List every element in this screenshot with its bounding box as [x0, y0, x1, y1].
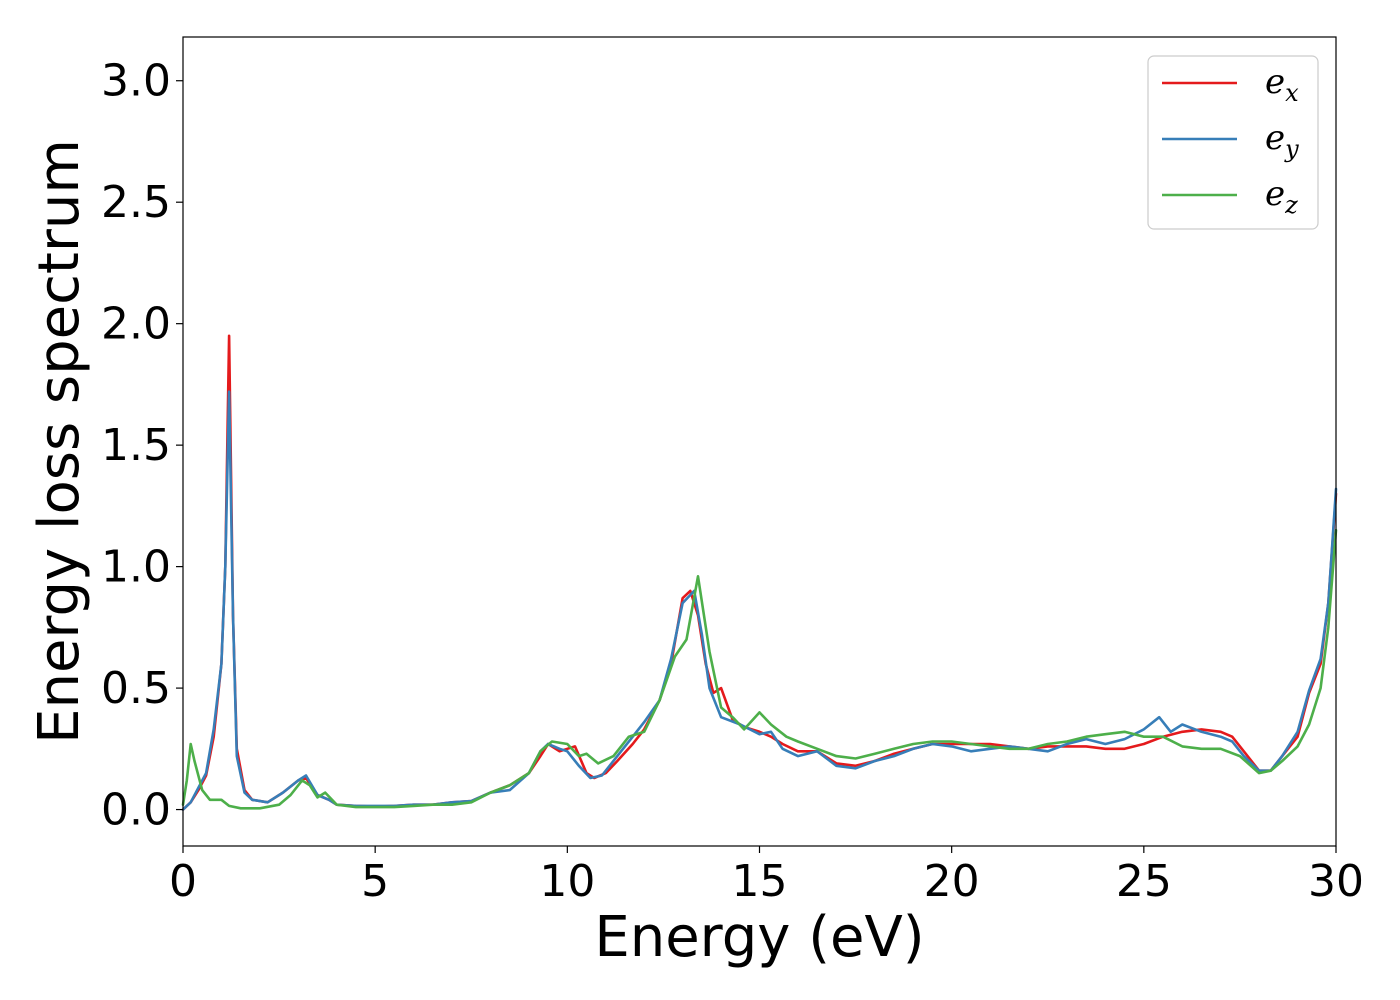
x-tick-label: 30: [1308, 856, 1364, 907]
x-tick-label: 0: [169, 856, 197, 907]
series-line-y: [181, 390, 1338, 811]
legend-box: [1147, 55, 1319, 230]
x-tick-label: 10: [539, 856, 595, 907]
y-axis: 0.0 0.5 1.0 1.5 2.0 2.5 3.0: [101, 56, 183, 836]
series-layer: [181, 334, 1338, 811]
y-tick-label: 0.0: [101, 785, 171, 836]
y-tick-label: 1.0: [101, 542, 171, 593]
x-tick-label: 25: [1116, 856, 1172, 907]
y-tick-label: 2.0: [101, 299, 171, 350]
y-tick-label: 2.5: [101, 177, 171, 228]
x-axis-title: Energy (eV): [594, 905, 924, 970]
series-line-z: [181, 528, 1338, 810]
x-axis: 0 5 10 15 20 25 30: [169, 846, 1364, 907]
y-tick-label: 0.5: [101, 663, 171, 714]
x-tick-label: 15: [732, 856, 788, 907]
x-tick-label: 20: [924, 856, 980, 907]
y-tick-label: 3.0: [101, 56, 171, 107]
x-tick-label: 5: [361, 856, 389, 907]
y-axis-title: Energy loss spectrum: [27, 139, 92, 744]
y-tick-label: 1.5: [101, 420, 171, 471]
